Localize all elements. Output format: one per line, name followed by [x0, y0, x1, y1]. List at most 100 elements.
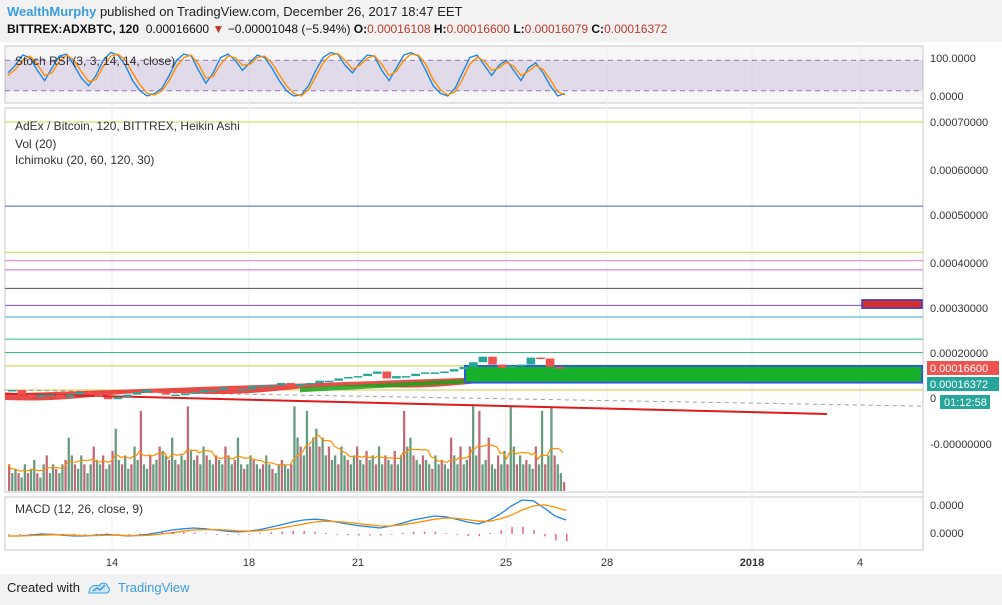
volume-bar	[368, 459, 371, 491]
volume-bar	[70, 455, 73, 491]
chart-canvas[interactable]: 100.0000 0.0000 0.00070000 0.00060000 0.0005…	[0, 42, 1002, 574]
macd-tick-label: 0.0000	[930, 528, 964, 540]
macd-histogram-bar	[434, 531, 437, 534]
volume-bar	[312, 437, 315, 491]
volume-bar	[315, 428, 318, 491]
volume-bar	[421, 455, 425, 491]
macd-histogram-bar	[62, 534, 65, 535]
price-pane[interactable]	[4, 107, 924, 493]
volume-bar	[23, 464, 26, 491]
macd-histogram-bar	[237, 534, 240, 535]
time-tick-label: 25	[500, 557, 512, 569]
price-candle	[248, 386, 257, 390]
price-candle	[315, 380, 324, 383]
price-candle	[430, 372, 440, 374]
macd-histogram-bar	[478, 534, 480, 537]
volume-bar	[356, 446, 359, 491]
macd-histogram-bar	[445, 533, 448, 534]
volume-bar	[202, 446, 205, 491]
macd-pane[interactable]	[4, 496, 924, 551]
price-candle	[449, 369, 459, 372]
macd-histogram-bar	[161, 532, 163, 534]
price-candle	[296, 384, 305, 387]
volume-bar	[503, 450, 506, 491]
price-candle	[526, 357, 536, 365]
volume-bar	[26, 473, 30, 491]
ohlc-header: BITTREX:ADXBTC, 120 0.00016600 ▼ −0.0000…	[7, 22, 667, 36]
volume-bar	[174, 459, 177, 491]
volume-bar	[481, 464, 484, 491]
volume-bar	[362, 464, 365, 491]
time-tick-label: 21	[352, 557, 364, 569]
price-candle	[353, 376, 363, 378]
volume-bar	[67, 437, 70, 491]
volume-bar	[240, 464, 243, 491]
author-link[interactable]: WealthMurphy	[7, 4, 97, 19]
macd-histogram-bar	[29, 533, 32, 535]
volume-bar	[487, 437, 490, 491]
volume-bar	[512, 446, 515, 491]
volume-bar	[246, 464, 249, 491]
volume-bar	[8, 464, 11, 491]
macd-histogram-bar	[204, 533, 207, 535]
low-label: L:	[513, 22, 525, 36]
tradingview-link[interactable]: TradingView	[117, 580, 190, 595]
volume-bar	[424, 459, 428, 491]
macd-histogram-bar	[95, 533, 97, 535]
price-candle	[152, 390, 161, 393]
volume-bar	[152, 464, 155, 491]
volume-bar	[559, 473, 562, 491]
price-candle	[382, 371, 392, 379]
price-candle	[27, 394, 36, 397]
macd-histogram-bar	[347, 534, 349, 536]
volume-bar	[61, 464, 64, 491]
volume-bar	[293, 406, 296, 491]
price-candle	[411, 373, 420, 377]
volume-bar	[453, 455, 456, 491]
volume-bar	[399, 455, 403, 491]
publish-header: WealthMurphy published on TradingView.co…	[7, 4, 463, 19]
volume-bar	[164, 455, 167, 491]
macd-series-line	[8, 504, 567, 537]
volume-bar	[102, 455, 105, 491]
time-tick-label: 2018	[740, 557, 764, 569]
volume-bar	[459, 446, 462, 491]
price-candle	[104, 396, 113, 400]
volume-bar	[393, 450, 396, 491]
volume-bar	[406, 446, 409, 491]
stoch-rsi-series-line	[7, 52, 566, 97]
volume-bar	[537, 464, 541, 491]
rsi-tick-label: 100.0000	[930, 53, 976, 65]
volume-bar	[384, 455, 387, 491]
price-candle	[132, 392, 142, 395]
volume-bar	[189, 450, 193, 491]
volume-bar	[493, 468, 497, 492]
volume-bar	[299, 446, 302, 491]
volume-bar	[387, 459, 390, 491]
stoch-rsi-title: Stoch RSI (3, 3, 14, 14, close)	[15, 54, 175, 68]
volume-bars	[7, 406, 566, 492]
volume-bar	[396, 464, 399, 491]
volume-bar	[446, 468, 450, 492]
volume-bar	[544, 464, 547, 491]
volume-bar	[352, 455, 356, 491]
volume-bar	[17, 473, 20, 491]
volume-bar	[381, 464, 384, 491]
volume-bar	[340, 446, 343, 491]
macd-histogram-bar	[8, 534, 10, 535]
price-candle	[507, 365, 516, 368]
volume-bar	[556, 464, 559, 491]
volume-bar	[77, 468, 80, 492]
price-tick-label: 0.00020000	[930, 348, 988, 360]
volume-bar	[553, 455, 556, 491]
volume-bar	[214, 455, 218, 491]
macd-histogram-bar	[259, 533, 262, 534]
volume-bar	[371, 455, 374, 491]
macd-histogram-bar	[423, 531, 426, 534]
price-candle	[209, 390, 219, 392]
macd-histogram-bar	[566, 534, 568, 542]
volume-bar	[171, 437, 174, 491]
macd-histogram-bar	[194, 532, 196, 534]
close-price-tag	[927, 377, 999, 391]
grid	[111, 46, 861, 550]
